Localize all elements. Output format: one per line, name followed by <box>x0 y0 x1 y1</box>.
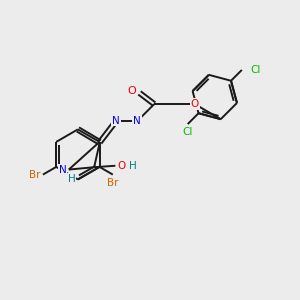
Text: H: H <box>68 174 76 184</box>
Text: O: O <box>118 161 126 171</box>
Text: N: N <box>133 116 141 126</box>
Text: Cl: Cl <box>182 127 193 137</box>
Text: O: O <box>191 99 199 109</box>
Text: H: H <box>129 161 136 171</box>
Text: O: O <box>128 86 136 96</box>
Text: N: N <box>112 116 120 126</box>
Text: Br: Br <box>29 169 40 180</box>
Text: Cl: Cl <box>250 65 260 75</box>
Text: Br: Br <box>107 178 118 188</box>
Text: N: N <box>59 165 67 175</box>
